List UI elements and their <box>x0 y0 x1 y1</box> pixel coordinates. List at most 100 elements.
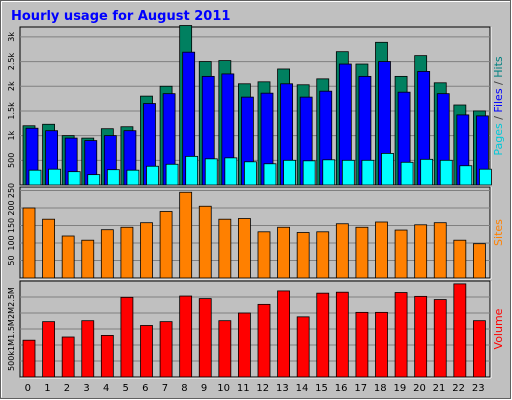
top-pages-bar <box>381 152 394 186</box>
bottom-volume-bar <box>257 303 271 378</box>
bottom-y-tick-label: 1.5M <box>7 319 16 339</box>
top-axis-title-part: Pages <box>492 123 505 156</box>
middle-sites-bar <box>277 226 290 279</box>
middle-sites-bar <box>100 229 114 279</box>
bottom-volume-bar <box>277 290 290 378</box>
hour-axis: 0 1 2 3 4 5 6 7 8 9 10 11 12 13 14 15 16 17 18 19 20 21 22 23 <box>25 383 485 394</box>
middle-sites-bar <box>179 191 193 279</box>
x-tick-label: 3 <box>83 383 89 394</box>
bottom-volume-bar <box>316 292 330 378</box>
top-panel: 500 1k 1.5k 2k 2.5k 3k Pages / Files / Hits <box>7 25 505 187</box>
x-tick-label: 10 <box>217 383 230 394</box>
middle-sites-bar <box>198 205 212 279</box>
top-pages-bar <box>322 159 336 186</box>
top-pages-bar <box>341 159 355 186</box>
bottom-volume-bar <box>42 321 55 378</box>
top-axis-title-part: / <box>492 113 505 124</box>
x-tick-label: 18 <box>374 383 387 394</box>
middle-axis-title-part: Sites <box>492 219 505 246</box>
top-plot-area <box>19 26 491 186</box>
top-pages-bar <box>146 165 159 186</box>
bottom-y-tick-label: 1M <box>7 339 16 351</box>
bottom-axis-title: Volume <box>492 308 505 349</box>
middle-sites-bar <box>414 224 428 279</box>
middle-y-tick-label: 100 <box>7 235 16 250</box>
x-tick-label: 0 <box>25 383 31 394</box>
top-axis-title-part: Files <box>492 88 505 112</box>
bottom-y-tick-label: 500k <box>7 351 16 371</box>
middle-y-tick-label: 50 <box>7 255 16 265</box>
x-tick-label: 15 <box>315 383 328 394</box>
middle-sites-bar <box>238 218 251 279</box>
bottom-volume-bar <box>375 311 388 378</box>
middle-sites-bar <box>257 231 271 279</box>
middle-sites-bar <box>22 207 36 279</box>
x-tick-label: 12 <box>256 383 269 394</box>
middle-sites-bar <box>394 229 408 279</box>
top-pages-bar <box>479 168 492 186</box>
top-axis-title: Pages / Files / Hits <box>492 56 505 156</box>
bottom-volume-bar <box>159 321 173 378</box>
top-pages-bar <box>106 169 120 186</box>
top-pages-bar <box>28 169 42 186</box>
bottom-volume-bar <box>140 325 153 378</box>
bottom-volume-bar <box>198 298 212 378</box>
top-pages-bar <box>283 159 296 186</box>
bottom-volume-bar <box>473 320 486 378</box>
top-pages-bar <box>165 163 179 186</box>
middle-sites-bar <box>316 231 330 279</box>
top-y-tick-label: 2k <box>7 81 16 91</box>
bottom-volume-bar <box>414 295 428 378</box>
bottom-volume-bar <box>100 334 114 378</box>
top-pages-bar <box>48 168 61 186</box>
middle-sites-bar <box>433 222 447 279</box>
top-pages-bar <box>439 159 453 186</box>
x-tick-label: 20 <box>413 383 426 394</box>
middle-y-tick-label: 150 <box>7 218 16 233</box>
top-pages-bar <box>185 155 199 186</box>
top-axis-title-part: Hits <box>492 56 505 78</box>
top-y-tick-label: 1.5k <box>7 102 16 120</box>
x-tick-label: 17 <box>354 383 367 394</box>
top-y-tick-label: 2.5k <box>7 53 16 71</box>
top-pages-bar <box>400 161 414 186</box>
middle-sites-bar <box>159 211 173 279</box>
top-pages-bar <box>87 174 101 186</box>
x-tick-label: 14 <box>296 383 309 394</box>
bottom-y-tick-label: 2.5M <box>7 287 16 307</box>
top-pages-bar <box>263 163 277 186</box>
top-pages-bar <box>459 165 473 186</box>
top-y-tick-label: 3k <box>7 32 16 42</box>
x-tick-label: 13 <box>276 383 289 394</box>
bottom-volume-bar <box>394 292 408 378</box>
middle-panel: 50 100 150 200 250 Sites <box>7 183 505 280</box>
middle-axis-title: Sites <box>492 219 505 246</box>
bottom-y-tick-label: 2M <box>7 307 16 319</box>
bottom-volume-bar <box>453 283 467 378</box>
bottom-volume-bar <box>238 312 251 378</box>
middle-sites-bar <box>120 226 134 279</box>
bottom-volume-bar <box>355 311 369 378</box>
top-y-tick-label: 500 <box>7 153 16 168</box>
x-tick-label: 21 <box>433 383 446 394</box>
middle-sites-bar <box>335 223 349 279</box>
x-tick-label: 5 <box>123 383 129 394</box>
x-tick-label: 7 <box>162 383 168 394</box>
x-tick-label: 9 <box>201 383 207 394</box>
middle-sites-bar <box>81 239 95 279</box>
top-pages-bar <box>244 161 257 186</box>
top-pages-bar <box>67 171 81 186</box>
bottom-volume-bar <box>179 295 193 378</box>
bottom-volume-bar <box>81 320 95 378</box>
x-tick-label: 8 <box>181 383 187 394</box>
x-tick-label: 6 <box>142 383 148 394</box>
bottom-volume-bar <box>120 296 134 378</box>
x-tick-label: 11 <box>237 383 250 394</box>
middle-y-tick-label: 250 <box>7 183 16 198</box>
middle-sites-bar <box>218 218 232 279</box>
x-tick-label: 2 <box>64 383 70 394</box>
top-y-tick-label: 1k <box>7 130 16 140</box>
bottom-volume-bar <box>22 339 36 378</box>
top-pages-bar <box>302 160 316 186</box>
x-tick-label: 23 <box>472 383 485 394</box>
